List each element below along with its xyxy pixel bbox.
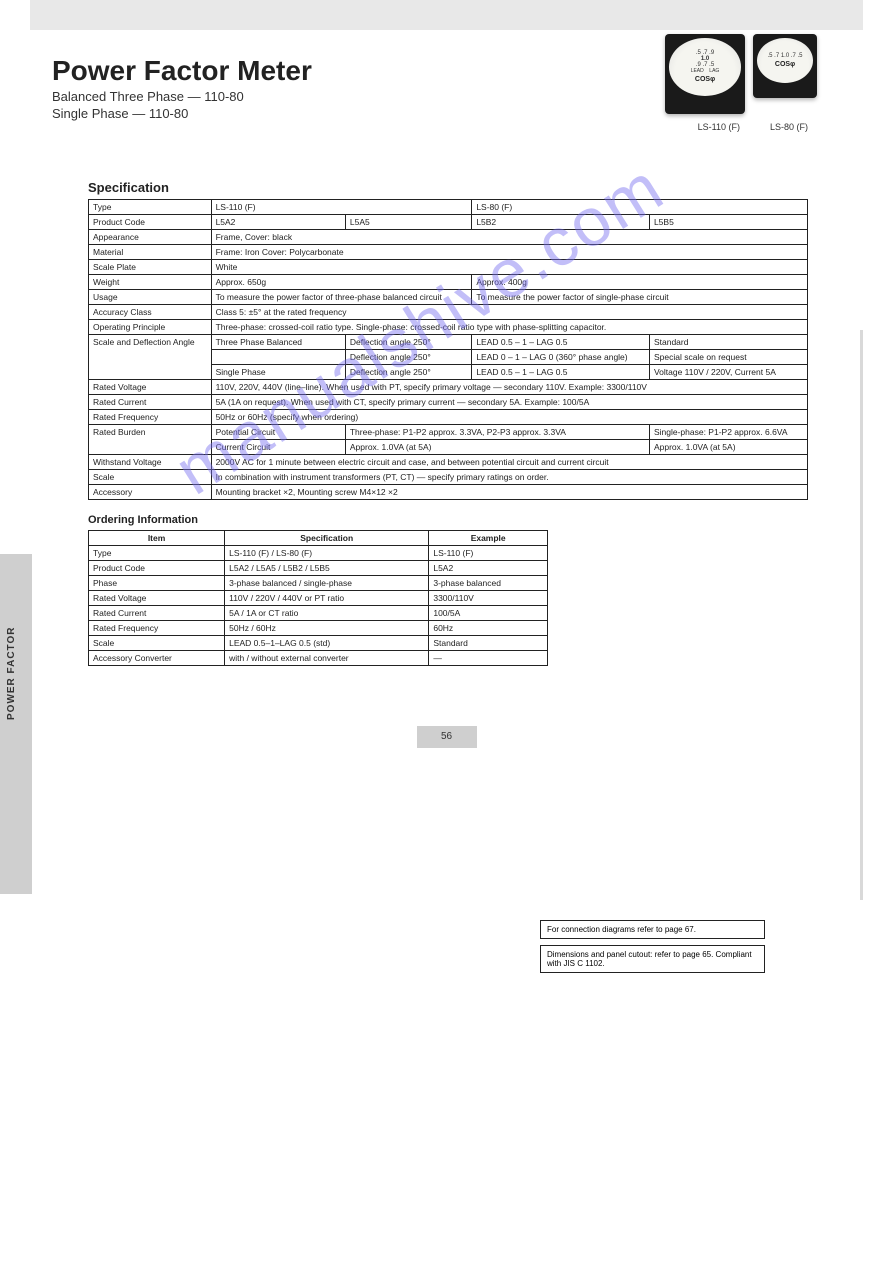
table-row: UsageTo measure the power factor of thre… <box>89 290 808 305</box>
table-row: AppearanceFrame, Cover: black <box>89 230 808 245</box>
header: Power Factor Meter Balanced Three Phase … <box>40 30 853 180</box>
table-row: TypeLS-110 (F) / LS-80 (F)LS-110 (F) <box>89 546 548 561</box>
page-number: 56 <box>417 726 477 748</box>
table-row: Scale PlateWhite <box>89 260 808 275</box>
meter-image-small: .5 .7 1.0 .7 .5COSφ <box>753 34 817 98</box>
page-title: Power Factor Meter <box>52 55 312 87</box>
table-row: ScaleLEAD 0.5–1–LAG 0.5 (std)Standard <box>89 636 548 651</box>
table-row: ScaleIn combination with instrument tran… <box>89 470 808 485</box>
ordering-table: Item Specification Example TypeLS-110 (F… <box>88 530 548 666</box>
meter-label-small: LS-80 (F) <box>770 122 808 132</box>
table-row: Withstand Voltage2000V AC for 1 minute b… <box>89 455 808 470</box>
meter-label-large: LS-110 (F) <box>698 122 740 132</box>
table-row: Rated Frequency50Hz / 60Hz60Hz <box>89 621 548 636</box>
table-row: AccessoryMounting bracket ×2, Mounting s… <box>89 485 808 500</box>
table-row: Rated Voltage110V, 220V, 440V (line–line… <box>89 380 808 395</box>
table-row: Product CodeL5A2L5A5L5B2L5B5 <box>89 215 808 230</box>
spec-table: TypeLS-110 (F)LS-80 (F) Product CodeL5A2… <box>88 199 808 500</box>
subtitle-2: Single Phase — 110-80 <box>52 106 312 121</box>
table-row: Item Specification Example <box>89 531 548 546</box>
table-row: Accessory Converterwith / without extern… <box>89 651 548 666</box>
subtitle-1: Balanced Three Phase — 110-80 <box>52 89 312 104</box>
table-row: Scale and Deflection Angle Three Phase B… <box>89 335 808 350</box>
table-row: Rated Burden Potential Circuit Three-pha… <box>89 425 808 440</box>
note-box-2: Dimensions and panel cutout: refer to pa… <box>540 945 765 973</box>
table-row: WeightApprox. 650gApprox. 400g <box>89 275 808 290</box>
note-box-1: For connection diagrams refer to page 67… <box>540 920 765 939</box>
ordering-heading: Ordering Information <box>88 514 853 526</box>
meter-image-large: .5 .7 .9 1.0 .9 .7 .5LEAD LAGCOSφ <box>665 34 745 114</box>
table-row: Operating PrincipleThree-phase: crossed-… <box>89 320 808 335</box>
table-row: TypeLS-110 (F)LS-80 (F) <box>89 200 808 215</box>
table-row: Product CodeL5A2 / L5A5 / L5B2 / L5B5L5A… <box>89 561 548 576</box>
table-row: Rated Current5A / 1A or CT ratio100/5A <box>89 606 548 621</box>
table-row: Rated Current5A (1A on request). When us… <box>89 395 808 410</box>
table-row: Phase3-phase balanced / single-phase3-ph… <box>89 576 548 591</box>
table-row: Rated Voltage110V / 220V / 440V or PT ra… <box>89 591 548 606</box>
side-tab-label: POWER FACTOR <box>6 627 17 720</box>
table-row: Rated Frequency50Hz or 60Hz (specify whe… <box>89 410 808 425</box>
table-row: Accuracy ClassClass 5: ±5° at the rated … <box>89 305 808 320</box>
table-row: MaterialFrame: Iron Cover: Polycarbonate <box>89 245 808 260</box>
spec-heading: Specification <box>88 180 853 195</box>
